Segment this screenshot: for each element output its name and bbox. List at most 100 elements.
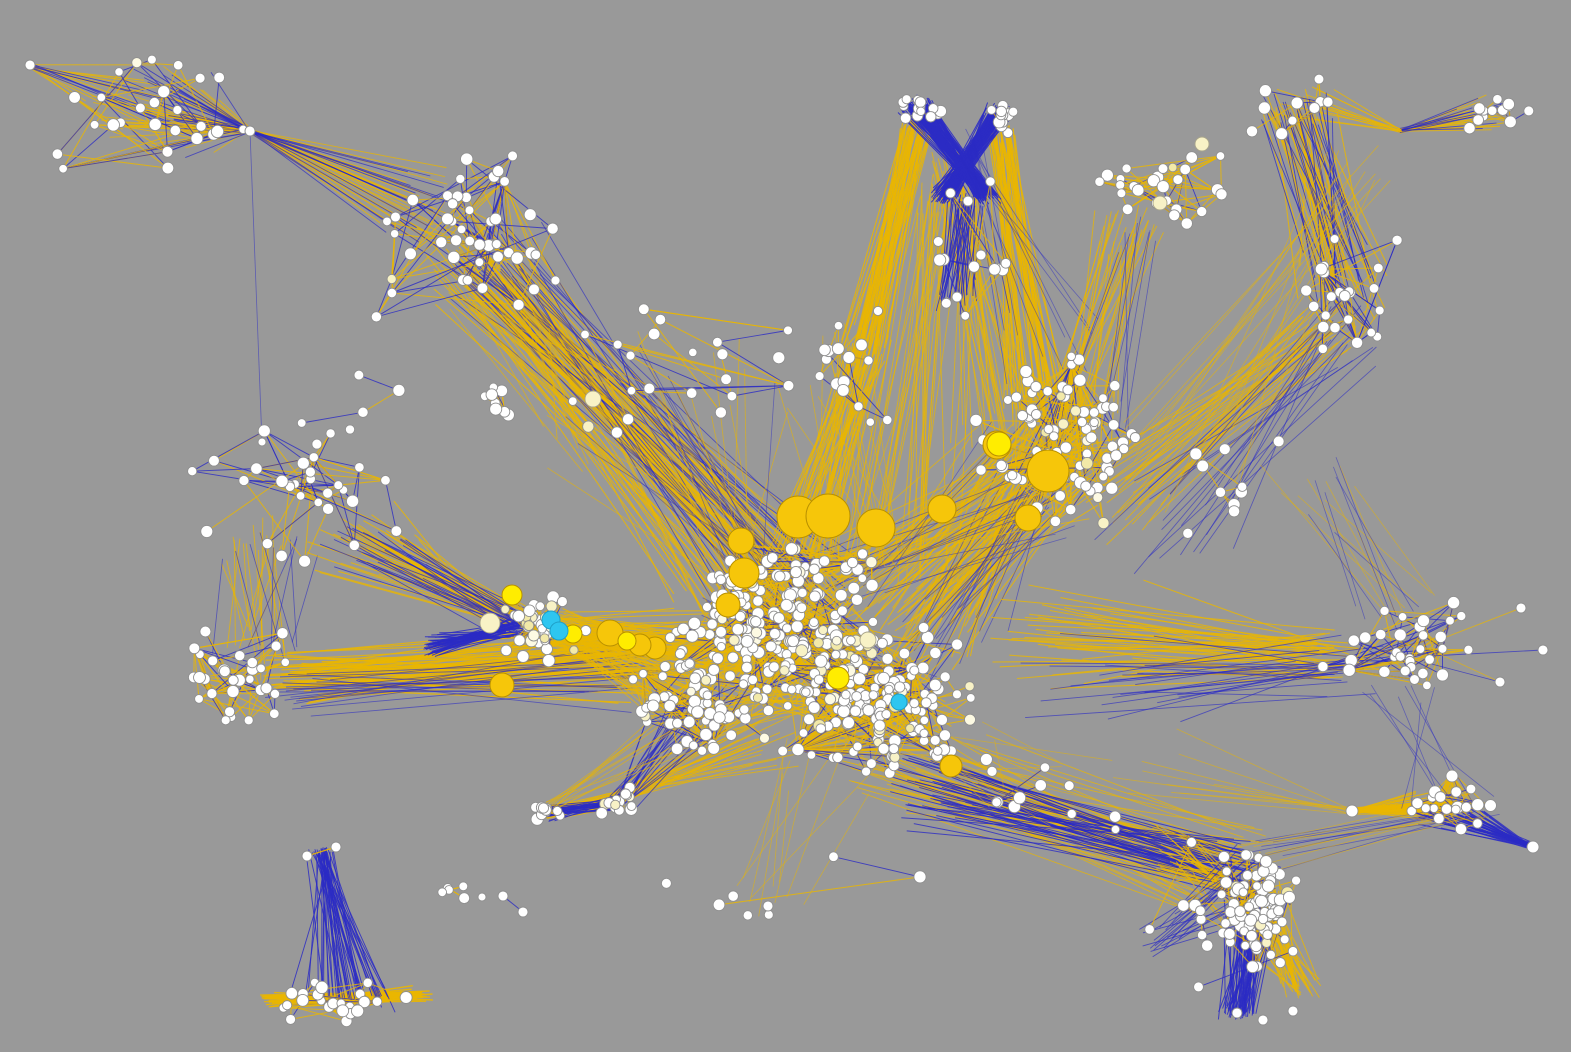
graph-node[interactable]	[1314, 262, 1328, 276]
graph-node[interactable]	[787, 635, 800, 648]
graph-node[interactable]	[250, 462, 263, 475]
graph-node[interactable]	[1366, 327, 1377, 338]
graph-node[interactable]	[523, 208, 537, 222]
graph-node[interactable]	[188, 642, 201, 655]
graph-node[interactable]	[199, 625, 212, 638]
graph-node[interactable]	[728, 634, 740, 646]
graph-node[interactable]	[777, 745, 789, 757]
graph-node[interactable]	[380, 475, 391, 486]
graph-node[interactable]	[148, 96, 161, 109]
graph-node[interactable]	[929, 734, 941, 746]
graph-node[interactable]	[1157, 163, 1169, 174]
graph-node[interactable]	[807, 701, 821, 714]
graph-node[interactable]	[1308, 300, 1320, 313]
graph-node[interactable]	[1147, 174, 1161, 188]
graph-node[interactable]	[659, 660, 671, 673]
graph-node[interactable]	[530, 249, 542, 260]
graph-node[interactable]	[664, 632, 676, 643]
graph-node[interactable]	[888, 743, 900, 755]
graph-node[interactable]	[909, 665, 920, 676]
graph-node[interactable]	[68, 91, 81, 104]
graph-node[interactable]	[96, 92, 107, 103]
graph-node[interactable]	[489, 212, 502, 226]
graph-node[interactable]	[1000, 257, 1012, 269]
graph-node[interactable]	[1391, 234, 1403, 246]
graph-node[interactable]	[354, 462, 365, 473]
graph-node[interactable]	[1287, 115, 1298, 126]
graph-node[interactable]	[218, 665, 231, 678]
graph-node[interactable]	[435, 236, 448, 249]
graph-node[interactable]	[684, 658, 695, 669]
graph-node[interactable]	[348, 539, 360, 551]
graph-node[interactable]	[850, 653, 860, 664]
graph-node[interactable]	[106, 118, 120, 132]
graph-node[interactable]	[831, 635, 842, 646]
graph-node[interactable]	[114, 67, 124, 77]
graph-node[interactable]	[473, 238, 486, 251]
graph-node[interactable]	[960, 310, 971, 321]
graph-node[interactable]	[404, 247, 417, 261]
graph-node[interactable]	[768, 661, 780, 673]
graph-node[interactable]	[227, 674, 239, 686]
graph-node[interactable]	[901, 94, 912, 105]
graph-node[interactable]	[765, 640, 777, 653]
graph-node[interactable]	[769, 627, 781, 640]
graph-node[interactable]	[275, 474, 289, 488]
graph-node[interactable]	[206, 687, 218, 700]
graph-node[interactable]	[873, 719, 886, 732]
graph-node[interactable]	[837, 704, 851, 719]
graph-node[interactable]	[390, 525, 403, 537]
graph-node[interactable]	[861, 766, 872, 777]
graph-node[interactable]	[491, 239, 502, 250]
graph-node[interactable]	[862, 704, 875, 717]
graph-node[interactable]	[542, 653, 556, 668]
graph-node[interactable]	[512, 609, 526, 623]
graph-node[interactable]	[194, 694, 204, 704]
graph-node[interactable]	[1094, 176, 1105, 187]
graph-node[interactable]	[1121, 203, 1134, 216]
graph-node[interactable]	[234, 650, 246, 662]
graph-node[interactable]	[852, 741, 863, 752]
graph-node[interactable]	[738, 679, 749, 689]
graph-node[interactable]	[550, 275, 561, 286]
graph-node[interactable]	[801, 687, 811, 697]
graph-node[interactable]	[697, 745, 708, 756]
graph-node[interactable]	[456, 224, 467, 235]
graph-node[interactable]	[750, 615, 762, 628]
graph-node[interactable]	[881, 709, 892, 720]
graph-node[interactable]	[734, 610, 746, 622]
graph-node[interactable]	[884, 684, 894, 695]
graph-node[interactable]	[940, 297, 952, 309]
graph-node[interactable]	[1473, 102, 1486, 115]
graph-node[interactable]	[851, 691, 862, 702]
graph-node[interactable]	[1168, 209, 1181, 222]
graph-node[interactable]	[535, 601, 545, 611]
graph-node[interactable]	[556, 596, 568, 607]
graph-node[interactable]	[686, 686, 696, 697]
graph-node[interactable]	[523, 604, 536, 617]
graph-node[interactable]	[304, 466, 316, 478]
graph-node[interactable]	[986, 105, 997, 115]
graph-node[interactable]	[513, 634, 526, 647]
graph-node[interactable]	[1523, 105, 1535, 117]
graph-node[interactable]	[1258, 84, 1272, 98]
graph-node[interactable]	[762, 704, 775, 717]
graph-node[interactable]	[759, 732, 770, 744]
graph-node[interactable]	[752, 692, 763, 703]
graph-node[interactable]	[148, 117, 162, 132]
graph-node[interactable]	[707, 663, 720, 676]
graph-node[interactable]	[796, 602, 808, 614]
graph-node[interactable]	[370, 311, 383, 323]
graph-node[interactable]	[813, 674, 825, 685]
graph-node[interactable]	[925, 111, 937, 123]
graph-node[interactable]	[985, 176, 996, 187]
graph-node[interactable]	[194, 72, 206, 84]
graph-node[interactable]	[815, 723, 827, 734]
graph-node[interactable]	[135, 102, 146, 114]
graph-node[interactable]	[195, 120, 207, 132]
graph-node[interactable]	[269, 708, 280, 719]
graph-node[interactable]	[832, 751, 844, 763]
graph-node[interactable]	[172, 104, 183, 116]
graph-node[interactable]	[527, 629, 540, 642]
graph-node[interactable]	[834, 588, 848, 602]
